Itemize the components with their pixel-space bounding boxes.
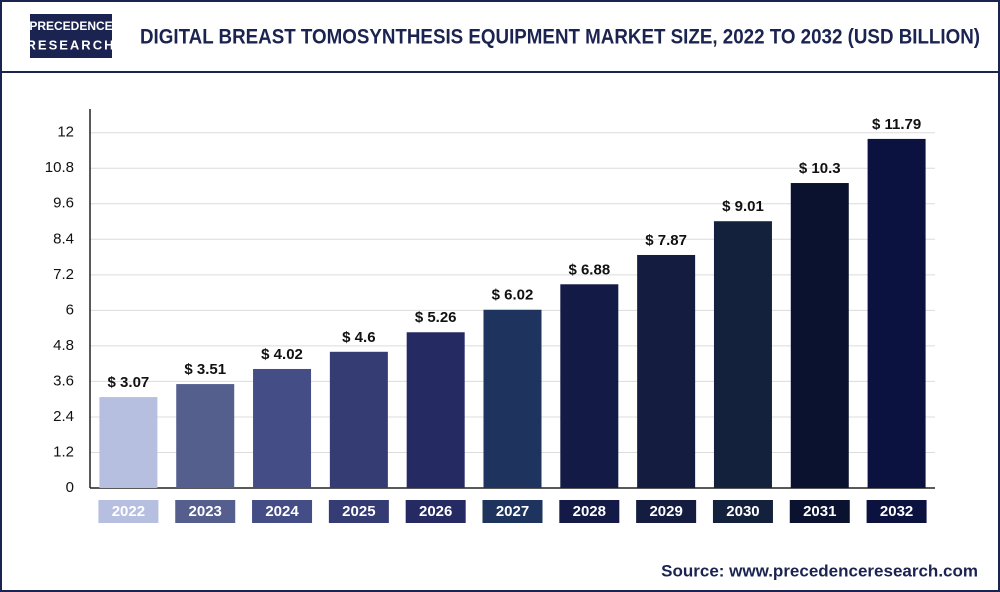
category-box [636,500,697,523]
bar [99,397,158,488]
y-tick-label: 6 [66,301,74,318]
x-tick-label: 2022 [112,503,145,520]
category-box [559,500,620,523]
value-label: $ 4.6 [342,329,375,346]
bar [176,384,235,488]
x-tick-label: 2026 [419,503,452,520]
value-label: $ 4.02 [261,346,303,363]
x-tick-label: 2027 [496,503,529,520]
category-box [866,500,927,523]
bar [560,284,619,488]
category-box [328,500,389,523]
x-tick-label: 2024 [265,503,299,520]
x-tick-label: 2031 [803,503,836,520]
logo-box [30,14,112,58]
y-tick-label: 0 [66,479,74,496]
x-tick-label: 2025 [342,503,375,520]
x-tick-label: 2023 [189,503,222,520]
category-box [712,500,773,523]
value-label: $ 5.26 [415,309,457,326]
y-tick-label: 12 [57,124,74,141]
y-tick-label: 2.4 [53,408,74,425]
x-tick-label: 2030 [726,503,759,520]
category-box [789,500,850,523]
bar [406,332,465,488]
bar [329,351,388,488]
category-box [252,500,313,523]
value-label: $ 11.79 [872,116,921,133]
value-label: $ 6.88 [568,261,610,278]
source: Source: www.precedenceresearch.com [661,561,978,580]
bar [713,221,772,488]
value-label: $ 3.07 [108,374,150,391]
category-box [482,500,543,523]
y-tick-label: 7.2 [53,266,74,283]
y-tick-label: 10.8 [45,159,74,176]
y-tick-label: 1.2 [53,443,74,460]
y-tick-label: 8.4 [53,230,74,247]
x-tick-label: 2029 [649,503,682,520]
logo-bottom: RESEARCH [27,37,116,52]
category-box [405,500,466,523]
y-tick-label: 3.6 [53,372,74,389]
category-box [175,500,236,523]
chart-title: DIGITAL BREAST TOMOSYNTHESIS EQUIPMENT M… [140,26,980,49]
value-label: $ 7.87 [645,232,687,249]
value-label: $ 10.3 [799,160,841,177]
bar [790,183,849,488]
logo-top: PRECEDENCE [29,19,112,33]
bar [867,138,926,489]
bar [483,309,542,488]
value-label: $ 3.51 [184,361,226,378]
bar [253,368,312,488]
value-label: $ 6.02 [492,287,534,304]
x-tick-label: 2032 [880,503,913,520]
y-tick-label: 9.6 [53,195,74,212]
category-box [98,500,159,523]
y-tick-label: 4.8 [53,337,74,354]
x-tick-label: 2028 [573,503,606,520]
bar [637,254,696,488]
value-label: $ 9.01 [722,198,764,215]
